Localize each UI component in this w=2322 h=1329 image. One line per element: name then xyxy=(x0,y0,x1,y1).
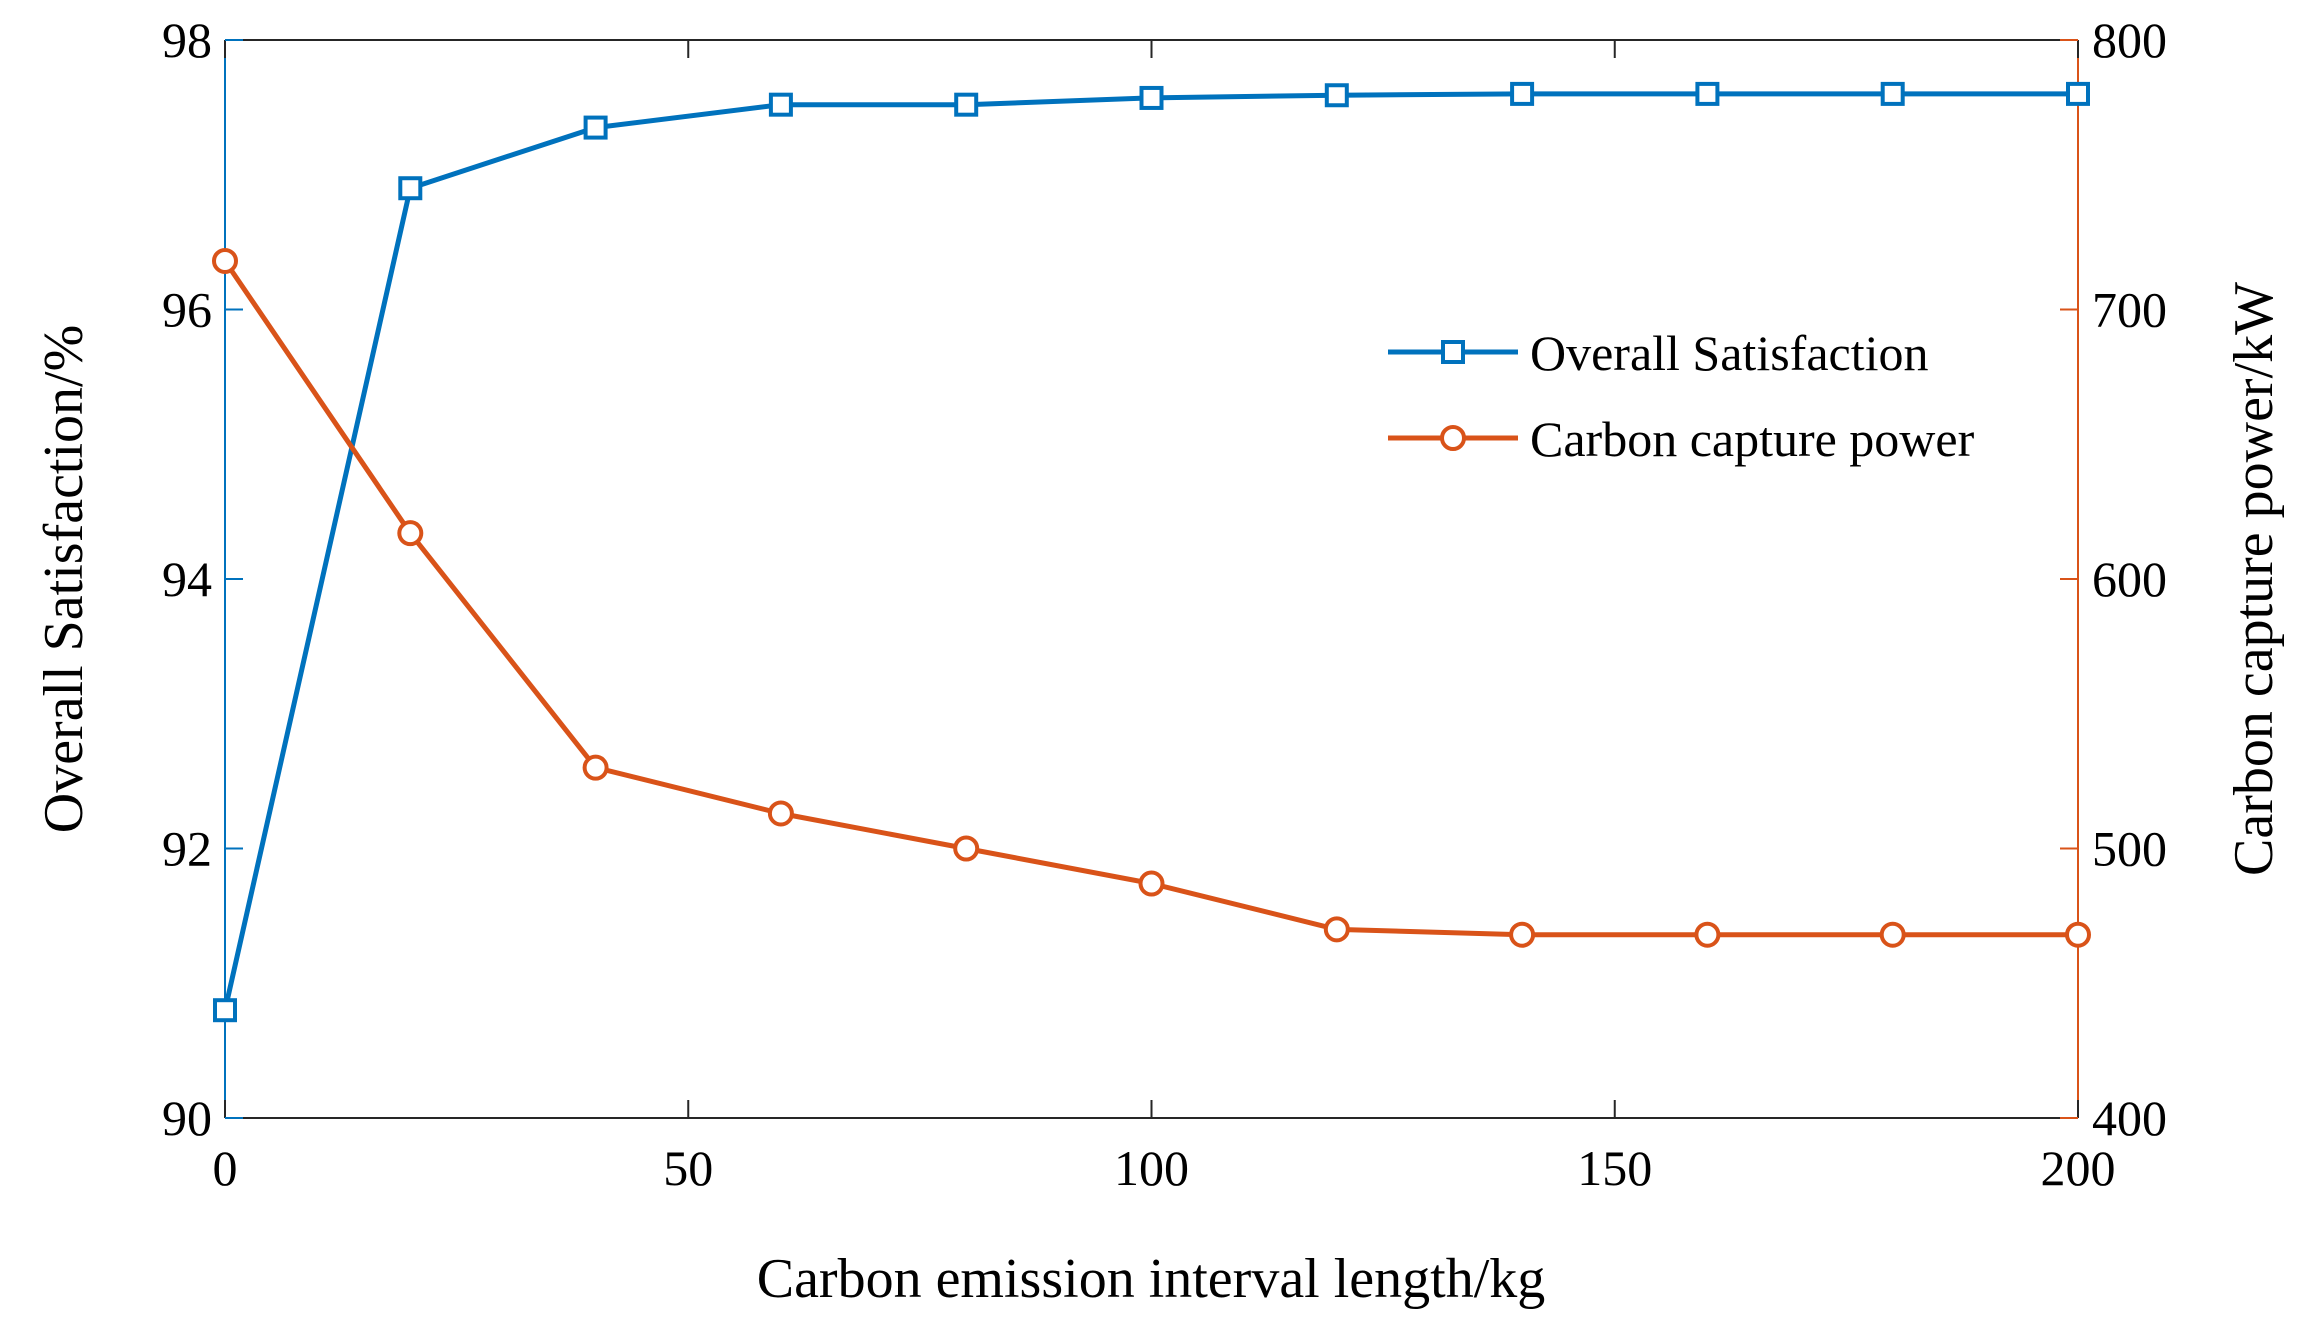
right-y-tick-label: 500 xyxy=(2092,821,2167,877)
data-point-overall-satisfaction xyxy=(2066,81,2090,106)
data-point-carbon-capture-power xyxy=(953,835,980,862)
data-point-overall-satisfaction xyxy=(768,92,793,117)
x-tick-label: 200 xyxy=(2041,1140,2116,1196)
left-y-tick-label: 94 xyxy=(162,551,212,607)
x-tick-label: 150 xyxy=(1577,1140,1652,1196)
legend-label-carbon-capture-power: Carbon capture power xyxy=(1530,411,1975,467)
data-point-carbon-capture-power xyxy=(1323,916,1350,943)
legend-label-overall-satisfaction: Overall Satisfaction xyxy=(1530,325,1929,381)
data-point-carbon-capture-power xyxy=(397,520,424,547)
data-point-overall-satisfaction xyxy=(1695,81,1720,106)
data-point-carbon-capture-power xyxy=(1509,921,1536,948)
right-y-axis-ticks: 400 500 600 700 800 xyxy=(2060,12,2167,1146)
left-y-tick-label: 98 xyxy=(162,12,212,68)
left-y-axis-title: Overall Satisfaction/% xyxy=(33,325,95,834)
right-y-tick-label: 800 xyxy=(2092,12,2167,68)
data-point-overall-satisfaction xyxy=(1324,83,1349,108)
data-point-carbon-capture-power xyxy=(1138,870,1165,897)
x-tick-label: 0 xyxy=(213,1140,238,1196)
left-y-tick-label: 90 xyxy=(162,1090,212,1146)
data-point-overall-satisfaction xyxy=(1139,85,1164,110)
data-point-overall-satisfaction xyxy=(954,92,979,117)
data-point-overall-satisfaction xyxy=(583,115,608,140)
data-point-carbon-capture-power xyxy=(582,754,609,781)
right-y-tick-label: 700 xyxy=(2092,282,2167,338)
series-layer xyxy=(212,81,2091,1023)
right-y-tick-label: 400 xyxy=(2092,1090,2167,1146)
data-point-overall-satisfaction xyxy=(398,176,423,201)
right-y-tick-label: 600 xyxy=(2092,551,2167,607)
left-y-tick-label: 92 xyxy=(162,821,212,877)
data-point-carbon-capture-power xyxy=(1879,921,1906,948)
left-y-axis-ticks: 90 92 94 96 98 xyxy=(162,12,243,1146)
legend: Overall Satisfaction Carbon capture powe… xyxy=(1388,325,1975,467)
x-axis-ticks: 0 50 100 150 200 xyxy=(213,40,2116,1196)
legend-marker-circle-icon xyxy=(1440,425,1466,451)
right-y-axis-title: Carbon capture power/kW xyxy=(2223,282,2285,876)
x-axis-title: Carbon emission interval length/kg xyxy=(757,1248,1546,1310)
data-point-overall-satisfaction xyxy=(1510,81,1535,106)
data-point-overall-satisfaction xyxy=(213,998,237,1023)
data-point-overall-satisfaction xyxy=(1880,81,1905,106)
x-tick-label: 100 xyxy=(1114,1140,1189,1196)
left-y-tick-label: 96 xyxy=(162,282,212,338)
legend-marker-square-icon xyxy=(1441,340,1465,364)
data-point-carbon-capture-power xyxy=(767,800,794,827)
x-tick-label: 50 xyxy=(663,1140,713,1196)
data-point-carbon-capture-power xyxy=(212,247,238,274)
data-point-carbon-capture-power xyxy=(2065,921,2091,948)
data-point-carbon-capture-power xyxy=(1694,921,1721,948)
